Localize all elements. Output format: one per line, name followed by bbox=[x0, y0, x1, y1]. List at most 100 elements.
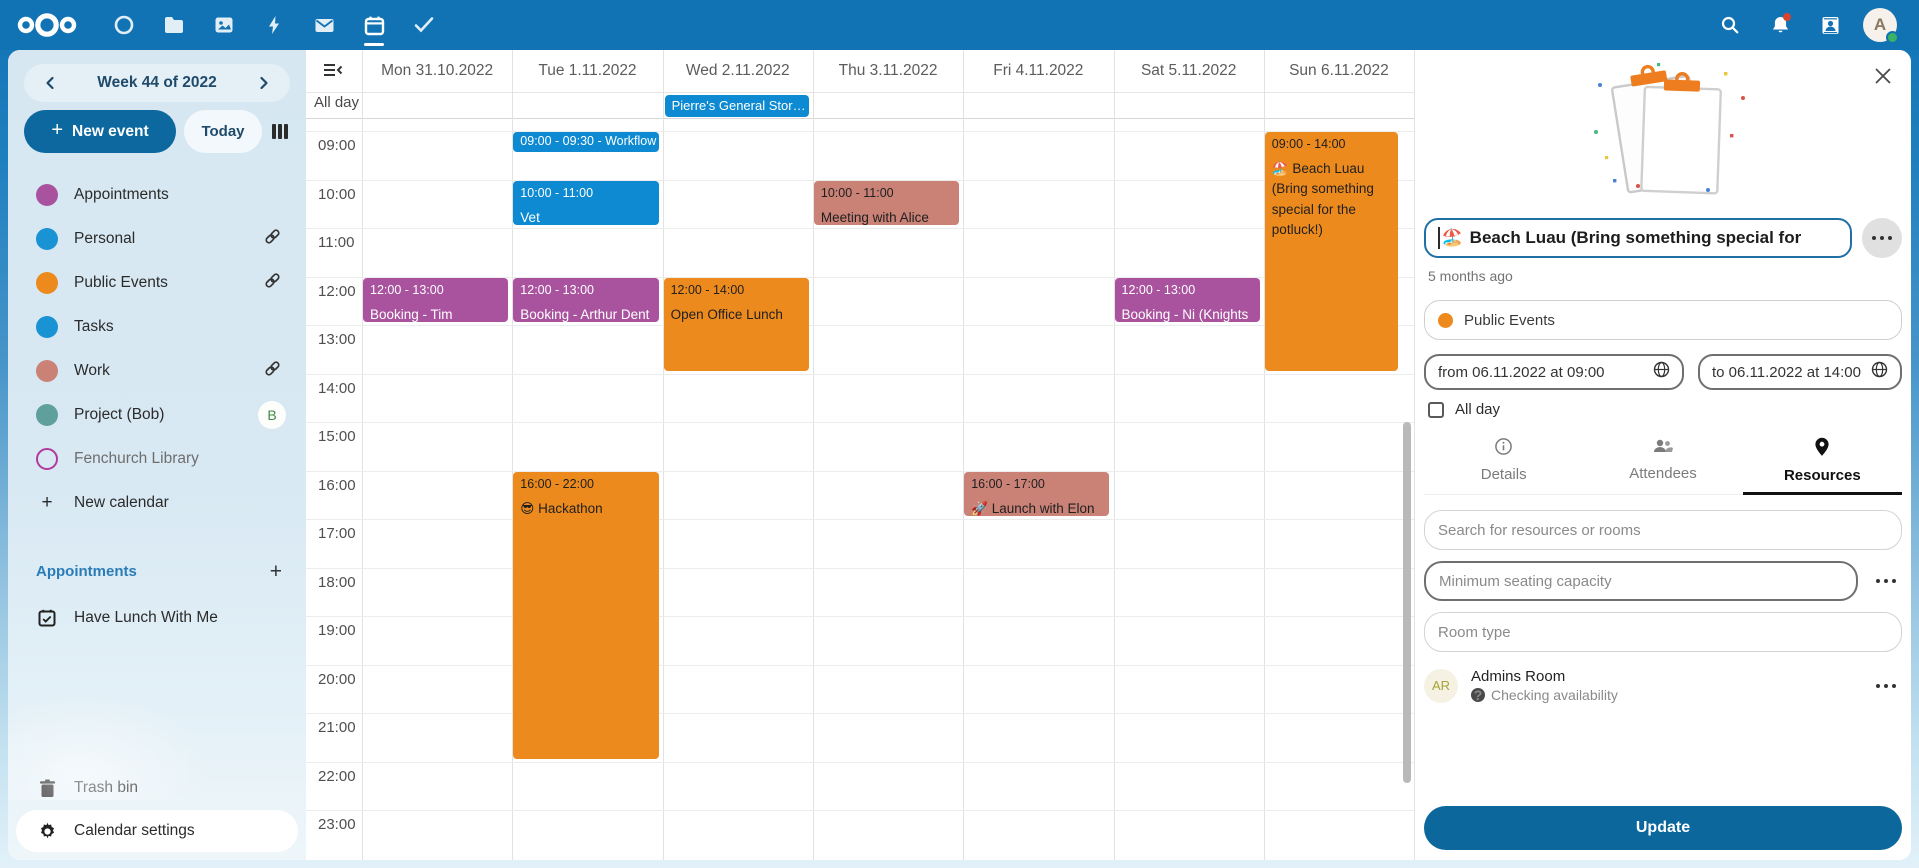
appointment-item[interactable]: Have Lunch With Me bbox=[16, 596, 298, 640]
calendar-scrollbar[interactable] bbox=[1403, 422, 1411, 783]
hour-line bbox=[306, 131, 1414, 132]
day-header[interactable]: Mon 31.10.2022 bbox=[381, 62, 494, 79]
new-calendar-button[interactable]: + New calendar bbox=[16, 481, 298, 525]
new-event-button[interactable]: + New event bbox=[24, 110, 176, 153]
calendar-item-label: Project (Bob) bbox=[74, 406, 165, 423]
calendar-event[interactable]: 16:00 - 17:00 🚀 Launch with Elon bbox=[964, 471, 1110, 516]
calendar-item-work[interactable]: Work bbox=[16, 349, 298, 393]
tasks-icon[interactable] bbox=[406, 3, 442, 47]
hour-line bbox=[306, 422, 1414, 423]
calendar-event[interactable]: 12:00 - 13:00 Booking - Tim (Wizard) bbox=[363, 277, 509, 322]
all-day-checkbox[interactable] bbox=[1428, 401, 1444, 418]
title-emoji: 🏖️ bbox=[1441, 228, 1463, 247]
next-week-button[interactable] bbox=[252, 71, 276, 95]
event-time: 12:00 - 14:00 bbox=[670, 282, 745, 297]
event-title: 🚀 Launch with Elon bbox=[971, 500, 1095, 516]
appointment-label: Have Lunch With Me bbox=[74, 609, 218, 626]
notifications-bell-icon[interactable] bbox=[1763, 8, 1797, 42]
resource-options-menu-button[interactable] bbox=[1870, 678, 1902, 694]
day-header[interactable]: Sat 5.11.2022 bbox=[1140, 62, 1237, 79]
close-icon[interactable] bbox=[1871, 64, 1895, 88]
calendar-event[interactable]: 16:00 - 22:00 😎 Hackathon bbox=[513, 471, 659, 759]
tab-details[interactable]: Details bbox=[1424, 431, 1583, 494]
calendar-item-label: Personal bbox=[74, 230, 136, 247]
event-title-input[interactable]: 🏖️ Beach Luau (Bring something special f… bbox=[1424, 218, 1852, 258]
week-view-icon[interactable] bbox=[270, 118, 290, 146]
column-divider bbox=[1263, 50, 1265, 860]
contacts-icon[interactable] bbox=[1813, 8, 1847, 42]
calendar-event[interactable]: 10:00 - 11:00 Meeting with Alice bbox=[813, 180, 960, 225]
hour-line bbox=[306, 325, 1414, 326]
previous-week-button[interactable] bbox=[38, 71, 62, 95]
calendar-item-public-events[interactable]: Public Events bbox=[16, 261, 298, 305]
end-datetime-field[interactable]: to 06.11.2022 at 14:00 bbox=[1697, 354, 1902, 390]
calendar-settings-button[interactable]: Calendar settings bbox=[16, 810, 298, 852]
calendar-event[interactable]: 09:00 - 14:00 🏖️ Beach Luau (Bring someth… bbox=[1264, 132, 1399, 371]
timezone-globe-icon[interactable] bbox=[1871, 361, 1888, 383]
day-header[interactable]: Sun 6.11.2022 bbox=[1289, 62, 1389, 79]
timezone-globe-icon[interactable] bbox=[1653, 361, 1670, 383]
event-actions-menu-button[interactable] bbox=[1862, 218, 1902, 258]
calendar-event[interactable]: 12:00 - 14:00 Open Office Lunch bbox=[663, 277, 809, 371]
nextcloud-logo[interactable] bbox=[16, 12, 78, 38]
seating-options-menu-button[interactable] bbox=[1870, 573, 1902, 589]
plus-icon: + bbox=[51, 119, 63, 141]
room-type-input[interactable]: Room type bbox=[1424, 612, 1902, 652]
calendar-item-label: Fenchurch Library bbox=[74, 450, 199, 467]
calendar-app-icon[interactable] bbox=[356, 3, 392, 47]
day-header[interactable]: Wed 2.11.2022 bbox=[685, 62, 790, 79]
collapse-sidebar-icon[interactable] bbox=[322, 62, 344, 83]
day-header[interactable]: Thu 3.11.2022 bbox=[838, 62, 938, 79]
calendar-event[interactable]: 12:00 - 13:00 Booking - Arthur Dent bbox=[513, 277, 659, 322]
calendar-item-personal[interactable]: Personal bbox=[16, 217, 298, 261]
hour-label: 12:00 bbox=[318, 282, 356, 300]
trash-bin-button[interactable]: Trash bin bbox=[16, 766, 298, 810]
share-link-icon bbox=[264, 272, 281, 294]
hour-line bbox=[306, 373, 1414, 375]
event-time: 12:00 - 13:00 bbox=[1121, 282, 1196, 297]
all-day-checkbox-row[interactable]: All day bbox=[1428, 401, 1902, 418]
files-icon[interactable] bbox=[156, 3, 192, 47]
tab-resources[interactable]: Resources bbox=[1742, 431, 1903, 495]
resource-search-input[interactable]: Search for resources or rooms bbox=[1424, 510, 1902, 550]
calendar-item-project-bob-[interactable]: Project (Bob) B bbox=[16, 393, 298, 437]
day-header[interactable]: Tue 1.11.2022 bbox=[538, 62, 637, 79]
info-icon bbox=[1494, 437, 1513, 460]
calendar-item-appointments[interactable]: Appointments bbox=[16, 173, 298, 217]
resource-list-item[interactable]: AR Admins Room ? Checking availability bbox=[1424, 668, 1902, 703]
resource-avatar: AR bbox=[1424, 668, 1458, 703]
hour-label: 20:00 bbox=[318, 670, 356, 688]
calendar-select[interactable]: Public Events bbox=[1424, 300, 1902, 340]
column-divider bbox=[362, 50, 363, 860]
calendar-color-dot bbox=[36, 404, 58, 426]
dashboard-icon[interactable] bbox=[106, 3, 142, 47]
calendar-event[interactable]: 12:00 - 13:00 Booking - Ni (Knights bbox=[1114, 277, 1260, 322]
user-avatar[interactable]: A bbox=[1863, 8, 1899, 44]
all-day-event[interactable]: Pierre's General Stor… bbox=[664, 95, 809, 117]
event-time: 12:00 - 13:00 bbox=[520, 282, 594, 297]
update-button[interactable]: Update bbox=[1424, 806, 1902, 850]
event-illustration bbox=[1594, 63, 1745, 195]
calendar-item-fenchurch-library[interactable]: Fenchurch Library bbox=[16, 437, 298, 481]
search-icon[interactable] bbox=[1713, 8, 1747, 42]
photos-icon[interactable] bbox=[206, 3, 242, 47]
hour-label: 13:00 bbox=[318, 331, 356, 348]
calendar-event[interactable]: 09:00 - 09:30 - Workflow bbox=[513, 132, 659, 153]
location-pin-icon bbox=[1814, 437, 1830, 461]
hour-line bbox=[306, 470, 1414, 472]
start-datetime-field[interactable]: from 06.11.2022 at 09:00 bbox=[1424, 354, 1684, 390]
calendar-item-trailing bbox=[258, 360, 286, 382]
calendar-week-view: All day Mon 31.10.2022 Tue 1.11.2022 Wed 2… bbox=[306, 50, 1414, 860]
calendar-color-dot bbox=[36, 228, 58, 250]
calendar-item-tasks[interactable]: Tasks bbox=[16, 305, 298, 349]
add-appointment-button[interactable]: + bbox=[269, 560, 282, 583]
end-datetime-value: to 06.11.2022 at 14:00 bbox=[1711, 363, 1861, 381]
day-header[interactable]: Fri 4.11.2022 bbox=[993, 62, 1084, 79]
tab-attendees[interactable]: Attendees bbox=[1583, 431, 1742, 494]
today-button[interactable]: Today bbox=[184, 110, 262, 153]
mail-icon[interactable] bbox=[306, 3, 342, 47]
seating-capacity-input[interactable]: Minimum seating capacity bbox=[1424, 561, 1858, 601]
event-title: Booking - Arthur Dent bbox=[520, 306, 650, 322]
activity-icon[interactable] bbox=[256, 3, 292, 47]
calendar-event[interactable]: 10:00 - 11:00 Vet bbox=[513, 180, 659, 225]
